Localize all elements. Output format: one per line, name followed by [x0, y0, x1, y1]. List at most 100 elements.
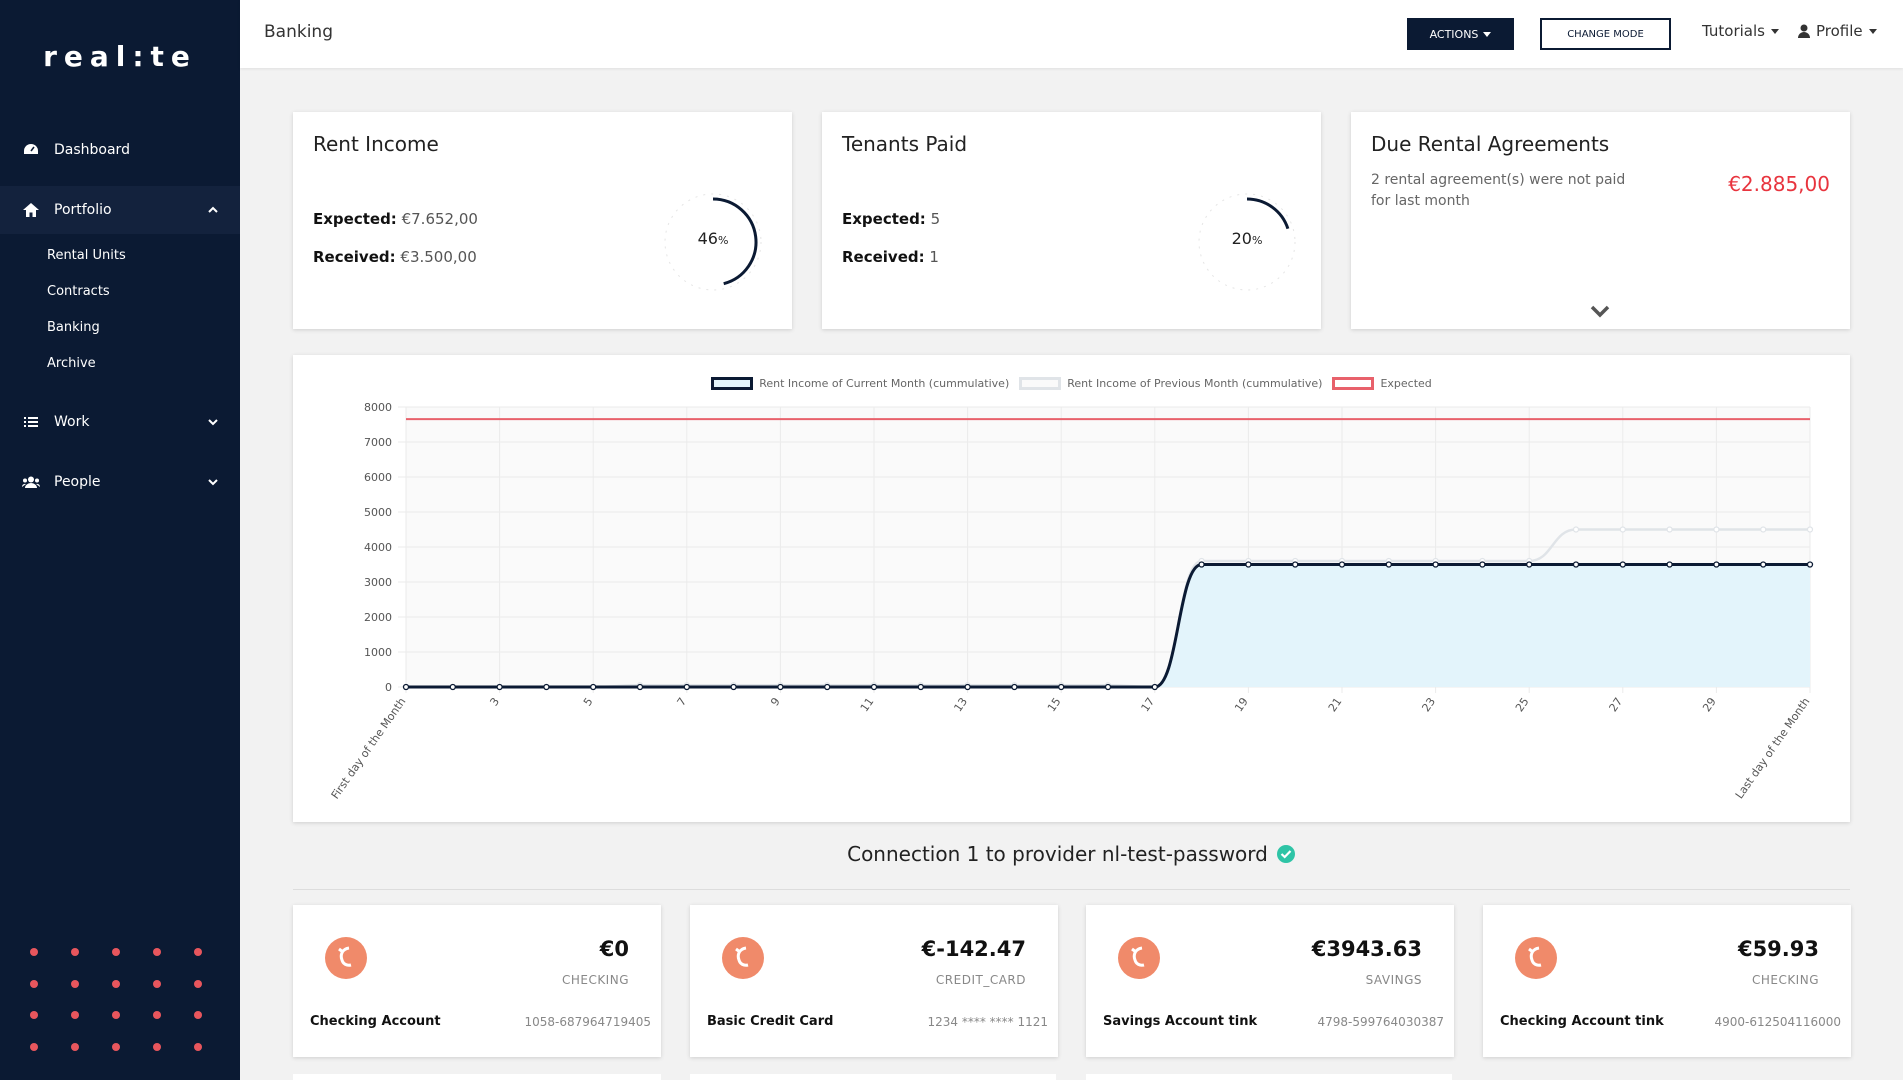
page-title: Banking: [264, 22, 333, 42]
line-chart: 0 1000 2000 3000 4000 5000 6000 7000 8000 First d…: [329, 401, 1814, 801]
series-current-point: [917, 683, 924, 691]
decorative-dot: [194, 1011, 202, 1019]
series-current-point: [1104, 683, 1112, 691]
sidebar-subitem-rental-units[interactable]: Rental Units: [47, 248, 126, 263]
decorative-dot: [71, 1042, 79, 1051]
sidebar-item-dashboard[interactable]: Dashboard: [0, 126, 240, 174]
account-type: CHECKING: [1751, 973, 1819, 987]
y-tick-label: 7000: [364, 436, 392, 449]
series-current-point: [449, 683, 456, 691]
decorative-dot: [30, 1042, 38, 1051]
decorative-dot: [112, 979, 120, 988]
account-balance: €0: [599, 937, 629, 961]
series-current-point: [1338, 561, 1346, 568]
decorative-dot: [112, 1042, 120, 1051]
sidebar-item-work[interactable]: Work: [0, 398, 240, 446]
legend-item-previous[interactable]: Rent Income of Previous Month (cummulati…: [1019, 377, 1322, 390]
received-value: 1: [929, 248, 939, 266]
x-tick-label: 19: [1232, 695, 1251, 714]
bank-icon: [1515, 937, 1557, 979]
expected-value: 5: [930, 210, 941, 228]
series-current-point: [1666, 561, 1673, 568]
due-rental-card: Due Rental Agreements 2 rental agreement…: [1351, 112, 1850, 329]
legend-item-expected[interactable]: Expected: [1332, 377, 1432, 390]
sidebar-subitem-banking[interactable]: Banking: [47, 320, 100, 335]
x-tick-label: 11: [858, 695, 877, 714]
x-tick-label: 23: [1419, 695, 1438, 714]
series-previous-point: [1572, 526, 1580, 533]
tenants-paid-gauge: 20%: [1192, 187, 1302, 297]
series-current-point: [824, 683, 831, 691]
rent-income-gauge: 46%: [658, 187, 768, 297]
series-current-point: [1806, 561, 1814, 568]
card-title: Tenants Paid: [842, 132, 968, 156]
decorative-dot: [71, 1011, 79, 1019]
connection-title: Connection 1 to provider nl-test-passwor…: [847, 842, 1268, 866]
account-card[interactable]: €0 CHECKING Checking Account 1058-687964719…: [293, 905, 661, 1057]
account-balance: €-142.47: [921, 937, 1026, 961]
decorative-dot: [71, 948, 79, 956]
account-type: CREDIT_CARD: [935, 973, 1026, 987]
series-previous-point: [1619, 526, 1626, 533]
actions-button[interactable]: ACTIONS: [1407, 18, 1514, 50]
series-current-point: [964, 683, 971, 691]
bank-icon: [1118, 937, 1160, 979]
decorative-dot: [112, 1011, 120, 1019]
account-name: Savings Account tink: [1103, 1014, 1258, 1029]
rent-income-chart-card: Rent Income of Current Month (cummulativ…: [293, 355, 1850, 822]
account-number: 4900-612504116000: [1714, 1015, 1842, 1029]
sidebar-item-label: People: [54, 474, 101, 490]
due-amount: €2.885,00: [1728, 172, 1830, 196]
account-card[interactable]: €3943.63 SAVINGS Savings Account tink 4798-…: [1086, 905, 1454, 1057]
received-row: Received: €3.500,00: [313, 248, 477, 266]
account-name: Basic Credit Card: [707, 1014, 834, 1029]
account-type: CHECKING: [561, 973, 629, 987]
account-card[interactable]: €-142.47 CREDIT_CARD Basic Credit Card 1234…: [690, 905, 1058, 1057]
series-current-point: [1572, 561, 1580, 568]
series-current-point: [870, 683, 878, 691]
account-number: 1234 **** **** 1121: [927, 1015, 1048, 1029]
decorative-dot: [30, 1011, 38, 1019]
expected-row: Expected: 5: [842, 210, 940, 228]
x-tick-label: 7: [675, 695, 690, 708]
series-current-point: [730, 683, 737, 691]
sidebar-subitem-contracts[interactable]: Contracts: [47, 284, 110, 299]
check-circle-icon: [1276, 845, 1295, 863]
series-current-point: [1011, 683, 1018, 691]
decorative-dot: [30, 979, 38, 988]
series-current-point: [1292, 561, 1299, 568]
account-balance: €59.93: [1737, 937, 1819, 961]
series-previous-point: [1666, 526, 1673, 533]
decorative-dot: [153, 948, 161, 956]
sidebar-item-people[interactable]: People: [0, 458, 240, 506]
gauge-value: 20%: [1231, 229, 1263, 248]
chevron-down-icon[interactable]: [1589, 304, 1611, 318]
x-tick-label: 27: [1607, 695, 1626, 714]
profile-dropdown[interactable]: Profile: [1798, 22, 1877, 40]
sidebar-subitem-archive[interactable]: Archive: [47, 356, 96, 371]
logo[interactable]: real:te: [43, 40, 197, 73]
series-current-point: [1619, 561, 1626, 568]
series-current-point: [590, 683, 597, 691]
tenants-paid-card: Tenants Paid Expected: 5 Received: 1 20%: [822, 112, 1321, 329]
card-title: Due Rental Agreements: [1371, 132, 1610, 156]
card-title: Rent Income: [313, 132, 439, 156]
series-current-point: [1385, 561, 1392, 568]
tutorials-dropdown[interactable]: Tutorials: [1702, 22, 1779, 40]
decorative-dot: [112, 948, 120, 956]
caret-down-icon: [1868, 28, 1877, 34]
change-mode-button[interactable]: CHANGE MODE: [1540, 18, 1671, 50]
decorative-dot: [194, 948, 202, 956]
gauge-arc: [712, 197, 758, 286]
legend-item-current[interactable]: Rent Income of Current Month (cummulativ…: [711, 377, 1009, 390]
account-number: 1058-687964719405: [524, 1015, 652, 1029]
series-current-point: [1526, 561, 1533, 568]
account-card[interactable]: €59.93 CHECKING Checking Account tink 4900-…: [1483, 905, 1851, 1057]
y-tick-label: 3000: [364, 576, 392, 589]
series-current-point: [1432, 561, 1439, 568]
connection-header: Connection 1 to provider nl-test-passwor…: [293, 842, 1850, 866]
y-tick-label: 4000: [364, 541, 392, 554]
x-tick-label: 21: [1326, 695, 1345, 714]
sidebar-item-portfolio[interactable]: Portfolio: [0, 186, 240, 234]
account-name: Checking Account tink: [1500, 1014, 1664, 1029]
